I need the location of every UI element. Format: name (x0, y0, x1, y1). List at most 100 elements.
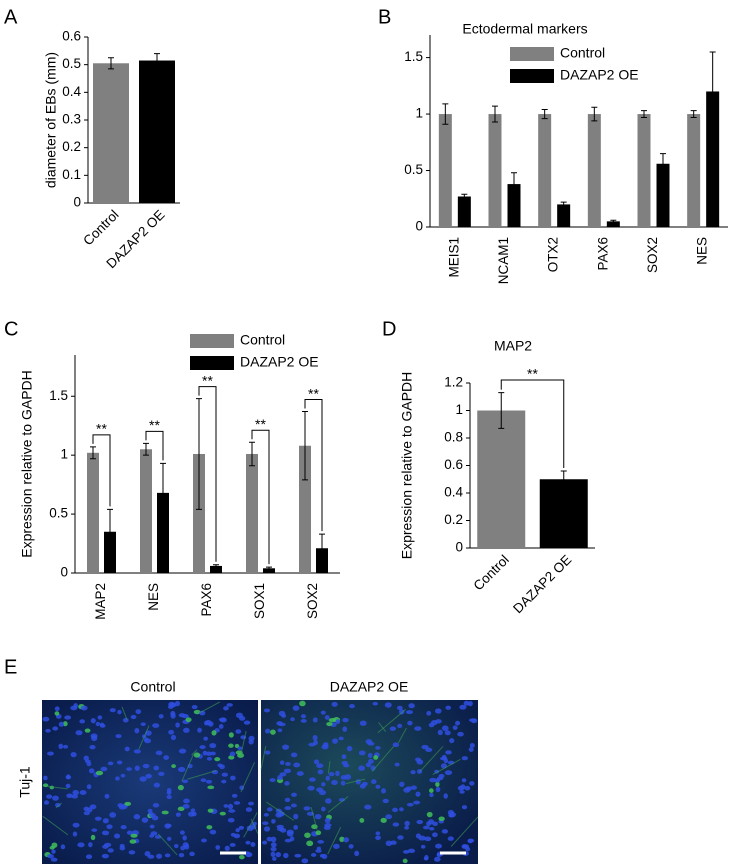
cell (71, 794, 79, 799)
cell (429, 788, 434, 793)
cell (179, 830, 185, 835)
image-label: Control (130, 679, 175, 695)
cell (65, 783, 71, 789)
cell (292, 705, 300, 711)
y-tick-label: 1.2 (444, 375, 463, 390)
cell (324, 715, 330, 720)
cell (228, 809, 236, 813)
significance-bracket (304, 399, 323, 532)
cell (116, 760, 123, 765)
cell (245, 840, 251, 845)
cell (307, 785, 315, 791)
cell (200, 778, 207, 783)
cell (153, 782, 161, 788)
cell (392, 807, 398, 813)
cell (459, 704, 467, 710)
cell (183, 727, 190, 733)
cell (100, 766, 108, 772)
cell (145, 773, 152, 779)
cell (384, 702, 392, 708)
cell (130, 714, 137, 720)
significance-label: ** (255, 416, 266, 432)
cell (237, 753, 245, 758)
cell (126, 830, 133, 835)
cell (193, 709, 201, 715)
cell (270, 729, 276, 735)
cell (367, 758, 374, 764)
neurite (260, 746, 267, 770)
cell (52, 795, 59, 801)
cell (54, 802, 61, 808)
cell (445, 750, 452, 755)
significance-bracket (92, 434, 111, 507)
cell (437, 729, 443, 736)
cell (223, 706, 229, 711)
cell (91, 828, 98, 832)
cell (399, 807, 404, 812)
cell (101, 830, 110, 836)
significance-label: ** (96, 421, 107, 437)
cell (301, 858, 309, 864)
cell (94, 816, 102, 821)
cell (408, 703, 415, 709)
neurite (327, 826, 342, 855)
cell (248, 739, 254, 745)
cell (211, 730, 217, 736)
cell (170, 710, 176, 717)
cell (152, 723, 160, 728)
legend-label: Control (560, 45, 605, 61)
cell (318, 789, 327, 796)
cell (444, 770, 453, 776)
error-bar (266, 566, 272, 570)
error-bar (196, 398, 202, 510)
error-bar (498, 392, 505, 429)
neurite (432, 758, 461, 776)
cell (177, 806, 185, 811)
panel-letter: C (4, 318, 18, 340)
cell (405, 710, 414, 715)
cell (133, 749, 141, 754)
cell (262, 821, 269, 826)
cell (276, 824, 284, 829)
cell (86, 784, 92, 790)
image-label: DAZAP2 OE (330, 679, 409, 695)
cell (190, 808, 196, 813)
cell (270, 836, 277, 843)
cell (140, 722, 146, 727)
cell (128, 850, 136, 855)
cell (331, 779, 338, 786)
cell (228, 755, 235, 760)
cell (291, 792, 297, 797)
error-bar (461, 193, 468, 200)
y-tick-label: 0.5 (49, 506, 68, 521)
cell (321, 744, 329, 750)
cell (149, 812, 156, 818)
cell (469, 743, 475, 748)
cell (365, 762, 372, 768)
cell (447, 809, 455, 816)
neurite (55, 802, 63, 808)
x-tick-label: SOX2 (305, 583, 320, 619)
error-bar (591, 106, 598, 122)
cell (463, 700, 470, 706)
cell (397, 835, 404, 840)
cell (182, 835, 187, 841)
cell (153, 765, 160, 771)
neurite (187, 770, 217, 780)
cell (80, 705, 88, 711)
cell (72, 789, 79, 796)
cell (359, 818, 365, 823)
cell (124, 801, 132, 806)
cell (464, 785, 471, 791)
cell (170, 734, 177, 741)
cell (348, 844, 354, 849)
cell (398, 709, 405, 715)
cell (359, 720, 367, 726)
cell (443, 793, 448, 799)
cell (432, 832, 438, 838)
cell (444, 730, 451, 736)
cell (461, 756, 469, 761)
error-bar (492, 105, 498, 123)
cell (152, 802, 160, 808)
cell (425, 747, 433, 753)
